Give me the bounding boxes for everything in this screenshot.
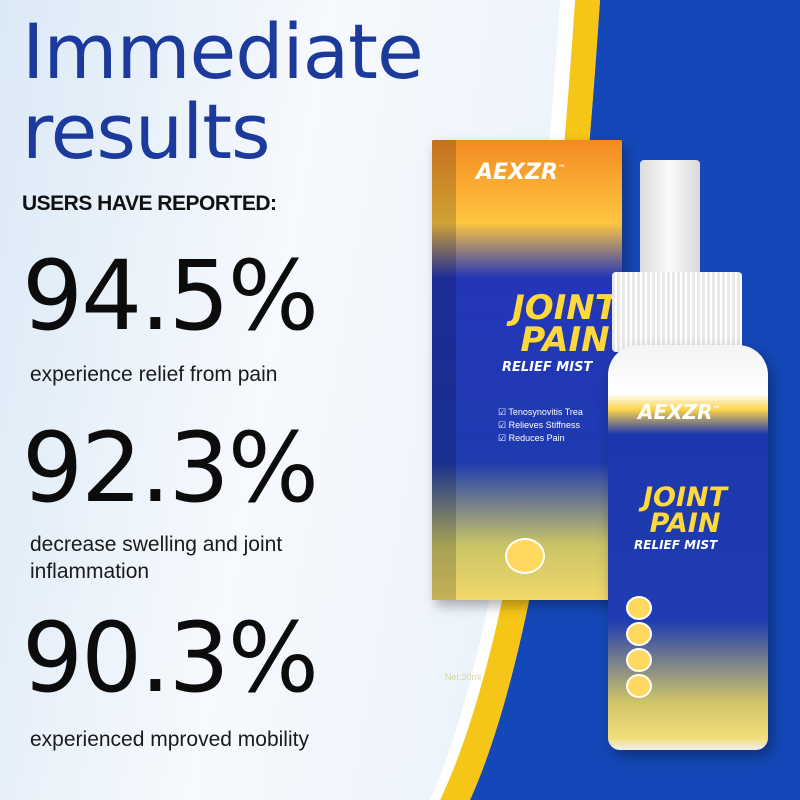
joint-icon <box>626 674 652 698</box>
box-tm: ™ <box>557 163 566 173</box>
stat-value-3: 90.3% <box>22 602 319 714</box>
headline-line1: Immediate <box>22 7 424 96</box>
white-stripe <box>430 0 575 800</box>
stat-caption-1: experience relief from pain <box>30 363 278 386</box>
stat-caption-3: experienced mproved mobility <box>30 728 309 751</box>
stat-value-1: 94.5% <box>22 240 319 352</box>
box-net: Net:30ml <box>445 672 482 682</box>
bottle-name-3: RELIEF MIST <box>634 538 718 552</box>
stat-value-2: 92.3% <box>22 412 319 524</box>
stat-caption-2b: inflammation <box>30 560 150 583</box>
joint-icon <box>626 596 652 620</box>
joint-icon <box>626 648 652 672</box>
box-name-1: JOINT <box>512 288 618 328</box>
stat-caption-2a: decrease swelling and joint <box>30 533 283 556</box>
box-feature: ☑ Relieves Stiffness <box>498 420 580 430</box>
bottle-name-2: PAIN <box>649 507 721 539</box>
box-feature: ☑ Reduces Pain <box>498 433 565 443</box>
box-name-3: RELIEF MIST <box>502 360 593 375</box>
bottle-tm: ™ <box>712 404 721 414</box>
subheading: USERS HAVE REPORTED: <box>22 192 277 215</box>
bottle-name-1: JOINT <box>642 482 728 513</box>
shoulder-icon <box>505 538 545 574</box>
headline-line2: results <box>22 87 271 176</box>
box-feature: ☑ Tenosynovitis Trea <box>498 407 583 417</box>
bottle-brand: AEXZR <box>638 400 713 424</box>
box-brand: AEXZR <box>476 160 558 185</box>
box-name-2: PAIN <box>520 320 610 361</box>
joint-icon <box>626 622 652 646</box>
